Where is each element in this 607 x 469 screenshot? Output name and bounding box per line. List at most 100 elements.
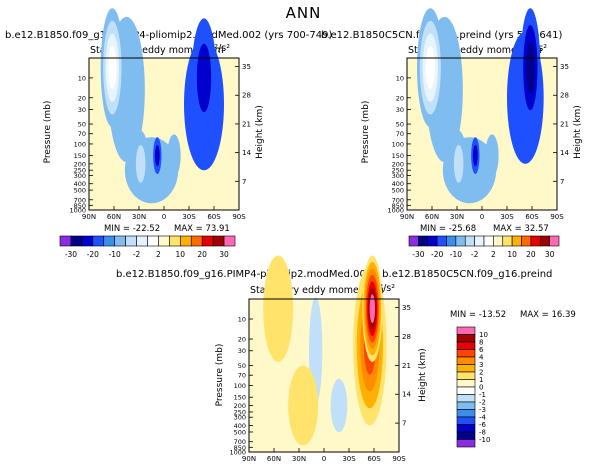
ytick-label: 200 — [74, 160, 86, 168]
colorbar-swatch — [456, 326, 476, 335]
colorbar-label: -6 — [479, 421, 487, 429]
xtick-label: 90S — [232, 213, 246, 221]
xtick-label: 60S — [207, 213, 221, 221]
xtick-label: 30N — [450, 213, 464, 221]
ytick-label: 500 — [234, 428, 246, 436]
xtick-label: 30N — [132, 213, 146, 221]
colorbar-label: -10 — [109, 250, 121, 259]
xtick-label: 30S — [182, 213, 196, 221]
colorbar-label: 3 — [479, 361, 483, 369]
xtick-label: 30S — [342, 455, 356, 463]
colorbar-swatch — [521, 235, 532, 247]
xtick-label: 60S — [525, 213, 539, 221]
ytick-right-label: 21 — [560, 120, 569, 128]
colorbar-swatch — [530, 235, 541, 247]
colorbar-swatch — [427, 235, 438, 247]
colorbar-swatch — [158, 235, 170, 247]
feature-3 — [330, 378, 348, 433]
ytick-label: 250 — [74, 167, 86, 175]
colorbar-label: 20 — [197, 250, 207, 259]
ytick-label: 70 — [78, 130, 86, 138]
ytick-right-label: 7 — [242, 178, 246, 186]
ytick-label: 100 — [392, 140, 404, 148]
colorbar-label: 0 — [479, 384, 483, 392]
colorbar-swatch — [456, 364, 476, 373]
xtick-label: 90S — [392, 455, 406, 463]
panel-2-max: MAX = 32.57 — [493, 224, 549, 234]
colorbar-label: 4 — [479, 354, 484, 362]
ytick-label: 500 — [74, 187, 86, 195]
ytick-right-label: 14 — [242, 149, 251, 157]
colorbar-swatch — [190, 235, 203, 247]
feature-5 — [132, 130, 149, 197]
colorbar-swatch — [464, 235, 475, 247]
colorbar-label: 10 — [479, 331, 488, 339]
xtick-label: 90N — [400, 213, 414, 221]
contour-band — [453, 144, 464, 183]
xtick-label: 60N — [107, 213, 121, 221]
colorbar-label: 1 — [479, 376, 483, 384]
ytick-label: 50 — [238, 362, 246, 370]
colorbar-swatch — [456, 424, 476, 433]
feature-5 — [362, 255, 383, 362]
colorbar-swatch — [436, 235, 447, 247]
ytick-right-label: 14 — [560, 149, 569, 157]
ytick-right-label: 28 — [560, 92, 569, 100]
panel-1-min: MIN = -22.52 — [104, 224, 161, 234]
ytick-label: 20 — [238, 336, 246, 344]
xtick-label: 60N — [267, 455, 281, 463]
ytick-right-label: 21 — [402, 362, 411, 370]
colorbar-swatch — [549, 235, 560, 247]
colorbar-label: 8 — [479, 339, 483, 347]
ytick-label: 700 — [74, 196, 86, 204]
ytick-right-label: 35 — [560, 63, 569, 71]
colorbar-swatch — [456, 334, 476, 343]
colorbar-label: -10 — [479, 436, 490, 444]
contour-band — [425, 46, 436, 90]
xtick-label: 90S — [550, 213, 564, 221]
panel-1-colorbar: -30 -20 -10 -2 2 10 20 30 — [59, 235, 236, 259]
ytick-label: 10 — [396, 74, 404, 82]
ytick-label: 10 — [78, 74, 86, 82]
feature-2 — [288, 365, 319, 446]
panel-3-units: m²/s² — [370, 283, 396, 294]
panel-3-ylabel: Pressure (mb) — [215, 343, 225, 407]
panel-1-units: m²/s² — [205, 43, 231, 54]
ytick-label: 850 — [74, 202, 86, 210]
colorbar-swatch — [136, 235, 148, 247]
feature-7 — [417, 8, 444, 128]
colorbar-swatch — [125, 235, 137, 247]
panel-3-title: Stationary eddy momentum — [250, 285, 384, 296]
colorbar-swatch — [223, 235, 236, 247]
colorbar-swatch — [502, 235, 513, 247]
ytick-label: 10 — [238, 316, 246, 324]
colorbar-swatch — [456, 409, 476, 418]
ytick-label: 1000 — [69, 207, 86, 215]
ytick-label: 50 — [396, 121, 404, 129]
colorbar-label: 10 — [507, 250, 517, 259]
ytick-label: 20 — [396, 94, 404, 102]
colorbar-swatch — [456, 341, 476, 350]
contour-band — [330, 378, 348, 433]
colorbar-swatch — [147, 235, 159, 247]
panel-2-colorbar: -30 -20 -10 -2 2 10 20 30 — [408, 235, 560, 259]
ytick-label: 1000 — [229, 449, 246, 457]
colorbar-swatch — [103, 235, 115, 247]
ytick-label: 150 — [234, 394, 246, 402]
feature-6 — [520, 8, 541, 128]
colorbar-label: 20 — [526, 250, 536, 259]
colorbar-label: 2 — [491, 250, 496, 259]
ytick-label: 70 — [238, 372, 246, 380]
xtick-label: 0 — [480, 213, 484, 221]
ytick-label: 400 — [234, 422, 246, 430]
feature-4 — [450, 130, 467, 197]
ytick-label: 30 — [78, 106, 86, 114]
ytick-right-label: 14 — [402, 391, 411, 399]
feature-4 — [191, 18, 217, 138]
panel-2-ylabel-right: Height (km) — [573, 105, 583, 159]
colorbar-swatch — [81, 235, 94, 247]
ytick-label: 250 — [392, 167, 404, 175]
